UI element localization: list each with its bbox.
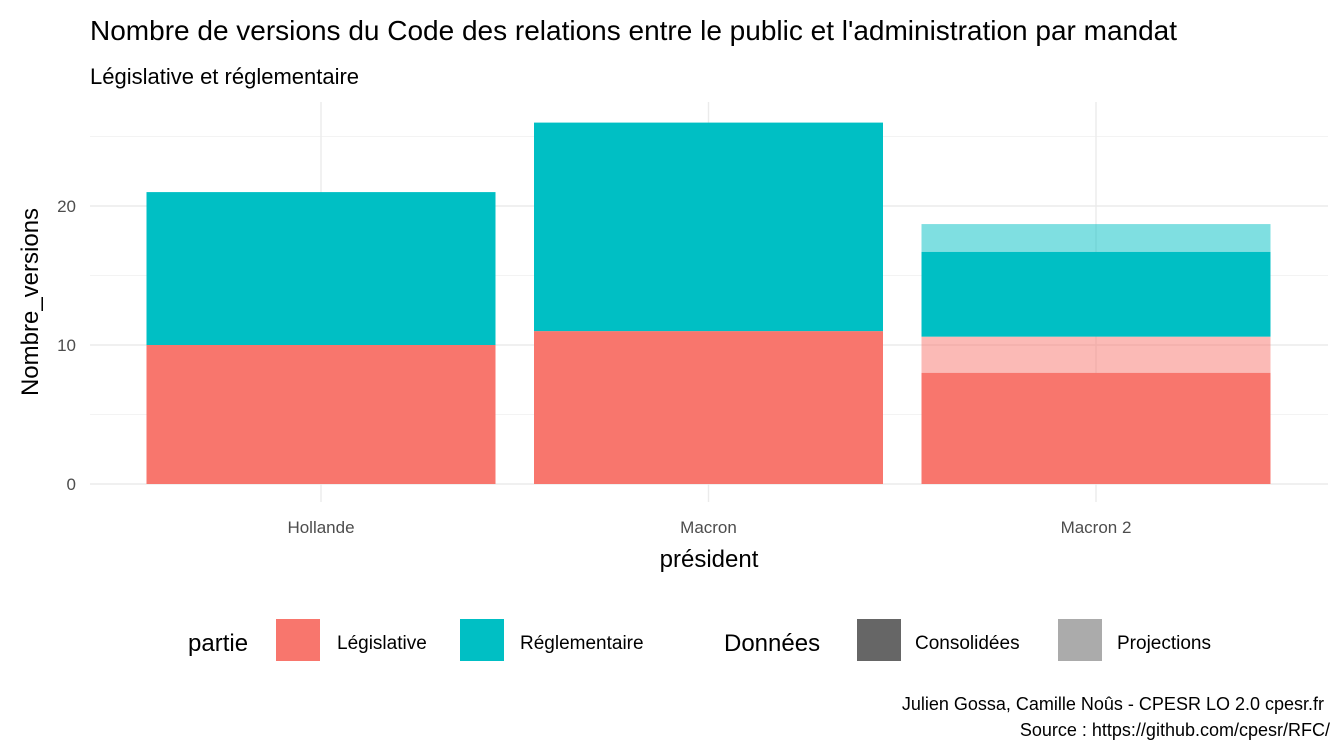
y-tick-label: 20: [57, 197, 76, 216]
legend-title-donnees: Données: [724, 630, 820, 657]
chart-subtitle: Législative et réglementaire: [90, 64, 359, 89]
bar-reglementaire-consolidees: [921, 251, 1271, 337]
caption-source: Source : https://github.com/cpesr/RFC/: [1020, 720, 1330, 740]
x-tick-label: Hollande: [287, 518, 354, 537]
y-tick-label: 0: [67, 475, 76, 494]
x-axis-ticks: Hollande Macron Macron 2: [287, 518, 1131, 537]
bar-reglementaire-projections: [921, 224, 1271, 252]
legend-key-reglementaire: [460, 619, 504, 661]
bar-legislative-consolidees: [534, 331, 883, 484]
legend-key-consolidees: [857, 619, 901, 661]
caption-credits: Julien Gossa, Camille Noûs - CPESR LO 2.…: [902, 694, 1324, 714]
x-tick-label: Macron 2: [1061, 518, 1132, 537]
bar-legislative-projections: [921, 336, 1271, 373]
bar-legislative-consolidees: [146, 345, 496, 484]
bar-legislative-consolidees: [921, 372, 1271, 484]
bar-reglementaire-consolidees: [534, 122, 883, 332]
y-axis-title: Nombre_versions: [17, 208, 44, 396]
legend-title-partie: partie: [188, 630, 248, 657]
y-tick-label: 10: [57, 336, 76, 355]
legend-label-reglementaire: Réglementaire: [520, 633, 644, 654]
legend: partie Législative Réglementaire Données…: [188, 619, 1211, 661]
legend-key-legislative: [276, 619, 320, 661]
x-tick-label: Macron: [680, 518, 737, 537]
legend-label-consolidees: Consolidées: [915, 633, 1020, 654]
bar-reglementaire-consolidees: [146, 192, 496, 345]
legend-key-projections: [1058, 619, 1102, 661]
chart-title: Nombre de versions du Code des relations…: [90, 15, 1177, 46]
legend-label-legislative: Législative: [337, 633, 427, 654]
x-axis-title: président: [660, 546, 759, 573]
legend-label-projections: Projections: [1117, 633, 1211, 654]
y-axis-ticks: 0 10 20: [57, 197, 76, 494]
bars: [146, 122, 1271, 484]
